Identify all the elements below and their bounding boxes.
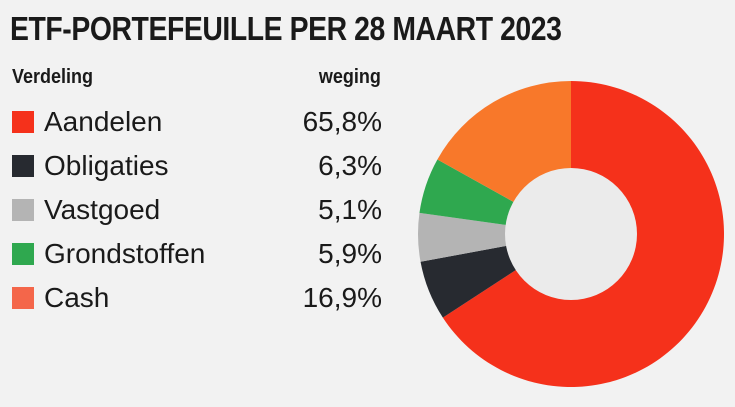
legend-value-cash: 16,9% (302, 282, 382, 313)
legend-label-grondstoffen: Grondstoffen (44, 238, 206, 269)
legend-header: Verdeling (12, 66, 94, 88)
legend-label-cash: Cash (44, 282, 110, 313)
legend-swatch-vastgoed (12, 199, 34, 221)
legend-item-obligaties: Obligaties 6,3% (12, 144, 382, 188)
donut-hole (505, 168, 637, 300)
legend-value-obligaties: 6,3% (318, 150, 382, 181)
legend-value-vastgoed: 5,1% (318, 194, 382, 225)
value-header: weging (318, 66, 381, 88)
legend-value-aandelen: 65,8% (302, 106, 382, 137)
legend-label-aandelen: Aandelen (44, 106, 163, 137)
legend-swatch-aandelen (12, 111, 34, 133)
legend-swatch-cash (12, 287, 34, 309)
legend-swatch-grondstoffen (12, 243, 34, 265)
chart-title: ETF-PORTEFEUILLE PER 28 MAART 2023 (10, 10, 562, 47)
donut-slice-vastgoed (418, 212, 571, 262)
legend-item-grondstoffen: Grondstoffen 5,9% (12, 232, 382, 276)
legend-label-vastgoed: Vastgoed (44, 194, 161, 225)
legend-swatch-obligaties (12, 155, 34, 177)
legend-value-grondstoffen: 5,9% (318, 238, 382, 269)
legend: Aandelen 65,8% Obligaties 6,3% Vastgoed … (12, 100, 382, 320)
legend-item-cash: Cash 16,9% (12, 276, 382, 320)
legend-item-vastgoed: Vastgoed 5,1% (12, 188, 382, 232)
legend-item-aandelen: Aandelen 65,8% (12, 100, 382, 144)
legend-label-obligaties: Obligaties (44, 150, 169, 181)
